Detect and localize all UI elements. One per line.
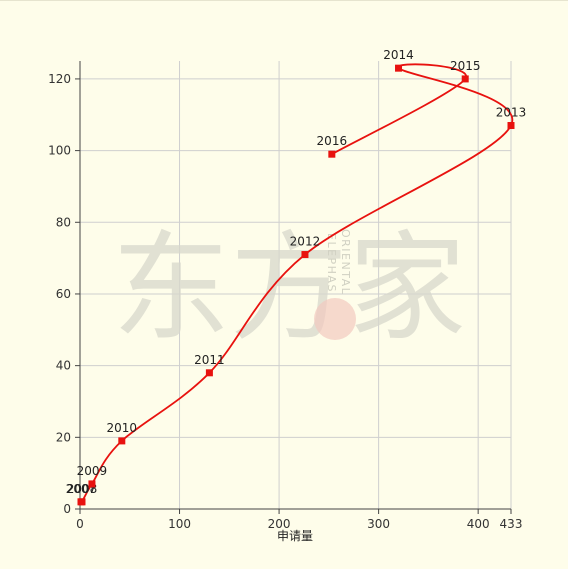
y-tick-label: 120: [48, 72, 71, 86]
watermark-chinese: 东方家: [112, 219, 466, 357]
data-point-2009: [88, 480, 96, 488]
y-tick-label: 20: [56, 430, 71, 444]
y-tick-label: 40: [56, 359, 71, 373]
data-label-2012: 2012: [290, 235, 321, 249]
x-tick-label: 200: [268, 517, 291, 531]
data-point-2015: [461, 75, 469, 83]
data-point-2013: [507, 122, 515, 130]
y-tick-label: 100: [48, 144, 71, 158]
data-label-2016: 2016: [317, 134, 348, 148]
data-point-2012: [301, 251, 309, 259]
data-point-2014: [395, 64, 403, 72]
y-tick-label: 80: [56, 215, 71, 229]
axes: 0 100 200 300 400 433 0 20 40 60 80 100 120: [48, 61, 522, 531]
data-label-2015: 2015: [450, 59, 481, 73]
watermark-english-line2: ELEPHAS: [325, 233, 338, 293]
data-point-2008: [78, 498, 86, 506]
data-point-2016: [328, 150, 336, 158]
data-label-2013: 2013: [496, 106, 527, 120]
x-tick-label: 0: [76, 517, 84, 531]
data-point-2010: [118, 437, 126, 445]
data-label-2009: 2009: [77, 464, 108, 478]
watermark: 东方家 ORIENTAL ELEPHAS: [112, 219, 466, 357]
watermark-english-line1: ORIENTAL: [339, 229, 352, 295]
y-tick-label: 0: [63, 502, 71, 516]
data-label-2014: 2014: [383, 48, 414, 62]
data-label-2010: 2010: [107, 421, 138, 435]
y-tick-label: 60: [56, 287, 71, 301]
x-tick-label: 433: [500, 517, 523, 531]
x-tick-label: 300: [367, 517, 390, 531]
watermark-logo-circle: [314, 298, 356, 340]
grid: [79, 61, 512, 510]
x-tick-label: 100: [168, 517, 191, 531]
data-label-2011: 2011: [194, 353, 225, 367]
x-tick-label: 400: [467, 517, 490, 531]
data-point-2011: [205, 369, 213, 377]
x-axis-title: 申请量: [277, 529, 313, 543]
